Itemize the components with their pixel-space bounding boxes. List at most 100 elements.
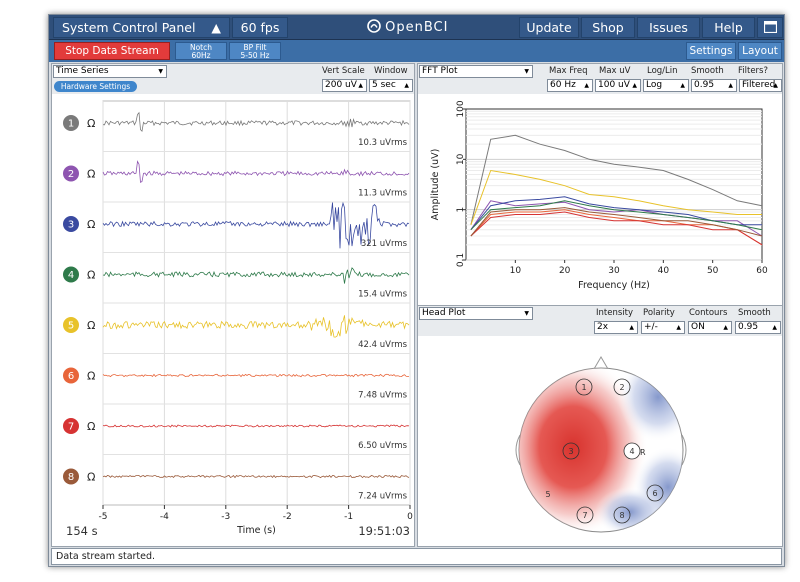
fft-smooth-select[interactable]: 0.95 ▲ <box>691 79 737 92</box>
channel-badge[interactable] <box>63 115 79 131</box>
channel-waveform <box>102 201 410 249</box>
log-lin-value: Log <box>646 80 663 90</box>
channel-rms-label: 42.4 uVrms <box>358 340 407 350</box>
channel-badge[interactable] <box>63 165 79 182</box>
contours-select[interactable]: ON ▲ <box>688 321 732 334</box>
channel-number: 4 <box>68 270 74 281</box>
channel-waveform <box>102 267 410 284</box>
bandpass-filter-button[interactable]: BP Filt 5-50 Hz <box>229 42 281 60</box>
x-tick-label: -2 <box>283 512 292 522</box>
stop-data-stream-button[interactable]: Stop Data Stream <box>54 42 170 60</box>
openbci-gui-window: System Control Panel ▲ 60 fps OpenBCI Up… <box>48 14 785 567</box>
chevron-down-icon: ▲ <box>629 324 634 331</box>
max-freq-select[interactable]: 60 Hz ▲ <box>547 79 593 92</box>
fft-widget-select[interactable]: FFT Plot ▼ <box>419 65 533 78</box>
channel-number: 5 <box>68 321 74 332</box>
logo-text: OpenBCI <box>385 20 449 35</box>
impedance-icon[interactable]: Ω <box>87 269 95 282</box>
channel-number: 2 <box>68 169 74 180</box>
impedance-icon[interactable]: Ω <box>87 319 95 332</box>
channel-badge[interactable] <box>63 266 79 283</box>
fft-y-axis-label: Amplitude (uV) <box>430 149 441 221</box>
status-message: Data stream started. <box>56 551 156 562</box>
hardware-settings-button[interactable]: Hardware Settings <box>54 81 137 92</box>
electrode-label: 3 <box>568 447 573 456</box>
electrode-marker <box>562 442 580 460</box>
y-tick-label: 100 <box>456 100 466 117</box>
impedance-icon[interactable]: Ω <box>87 117 95 130</box>
electrode-marker <box>613 378 631 396</box>
channel-badge[interactable] <box>63 216 79 232</box>
system-control-panel-label: System Control Panel <box>61 20 196 35</box>
window-select[interactable]: 5 sec ▲ <box>369 79 413 92</box>
electrode-label: 4 <box>629 447 634 456</box>
log-lin-select[interactable]: Log ▲ <box>643 79 689 92</box>
channel-rms-label: 7.24 uVrms <box>358 492 407 502</box>
electrode-marker <box>575 378 593 396</box>
electrode-label: 6 <box>652 489 657 498</box>
x-tick-label: -1 <box>344 512 353 522</box>
fft-header: FFT Plot ▼ Max Freq Max uV Log/Lin Smooth… <box>418 64 782 94</box>
hardware-settings-label: Hardware Settings <box>60 82 131 91</box>
electrode-marker <box>623 442 641 460</box>
help-button[interactable]: Help <box>702 17 755 38</box>
system-control-panel-button[interactable]: System Control Panel ▲ <box>53 17 230 38</box>
max-uv-select[interactable]: 100 uV ▲ <box>595 79 641 92</box>
chevron-down-icon: ▲ <box>584 82 589 89</box>
impedance-icon[interactable]: Ω <box>87 471 95 484</box>
time-series-panel: Time Series ▼ Vert Scale Window 200 uV ▲ 5… <box>51 63 415 547</box>
chevron-down-icon: ▲ <box>772 324 777 331</box>
channel-number: 3 <box>68 220 74 231</box>
chevron-down-icon: ▲ <box>680 82 685 89</box>
intensity-label: Intensity <box>596 308 633 318</box>
chevron-down-icon: ▲ <box>632 82 637 89</box>
shop-label: Shop <box>592 20 624 35</box>
channel-badge[interactable] <box>63 367 79 384</box>
layout-button[interactable]: Layout <box>738 42 782 60</box>
settings-button[interactable]: Settings <box>686 42 736 60</box>
channel-number: 6 <box>68 371 74 382</box>
channel-badge[interactable] <box>63 418 79 434</box>
notch-filter-button[interactable]: Notch 60Hz <box>175 42 227 60</box>
head-plot-widget-select[interactable]: Head Plot ▼ <box>419 307 533 320</box>
polarity-value: +/- <box>644 322 658 332</box>
electrode-label: 7 <box>582 511 587 520</box>
filters-select[interactable]: Filtered ▲ <box>739 79 782 92</box>
time-series-title: Time Series <box>56 66 109 76</box>
top-bar: System Control Panel ▲ 60 fps OpenBCI Up… <box>49 15 784 40</box>
contours-value: ON <box>691 322 705 332</box>
issues-button[interactable]: Issues <box>637 17 700 38</box>
vert-scale-select[interactable]: 200 uV ▲ <box>322 79 367 92</box>
fft-plot-area <box>465 108 763 261</box>
polarity-select[interactable]: +/- ▲ <box>641 321 685 334</box>
window-label: Window <box>374 66 408 76</box>
elapsed-time: 154 s <box>66 524 98 538</box>
channel-badge[interactable] <box>63 468 79 485</box>
x-tick-label: -3 <box>221 512 230 522</box>
head-smooth-label: Smooth <box>738 308 771 318</box>
impedance-icon[interactable]: Ω <box>87 218 95 231</box>
head-smooth-select[interactable]: 0.95 ▲ <box>735 321 781 334</box>
channel-rms-label: 321 uVrms <box>361 239 408 249</box>
shop-button[interactable]: Shop <box>581 17 635 38</box>
update-button[interactable]: Update <box>519 17 579 38</box>
channel-rms-label: 7.48 uVrms <box>358 391 407 401</box>
head-smooth-value: 0.95 <box>738 322 759 332</box>
window-button[interactable] <box>757 17 783 38</box>
fps-button[interactable]: 60 fps <box>232 17 288 38</box>
channel-waveform <box>102 474 410 479</box>
fft-series-line <box>470 207 763 237</box>
intensity-select[interactable]: 2x ▲ <box>594 321 638 334</box>
fft-series-line <box>470 200 763 231</box>
polarity-label: Polarity <box>643 308 675 318</box>
smooth-label: Smooth <box>691 66 724 76</box>
time-series-widget-select[interactable]: Time Series ▼ <box>53 65 167 78</box>
openbci-logo: OpenBCI <box>367 18 448 37</box>
impedance-icon[interactable]: Ω <box>87 370 95 383</box>
impedance-icon[interactable]: Ω <box>87 168 95 181</box>
channel-number: 7 <box>68 422 74 433</box>
status-bar: Data stream started. <box>51 548 782 565</box>
max-freq-label: Max Freq <box>549 66 588 76</box>
impedance-icon[interactable]: Ω <box>87 420 95 433</box>
channel-badge[interactable] <box>63 317 79 333</box>
